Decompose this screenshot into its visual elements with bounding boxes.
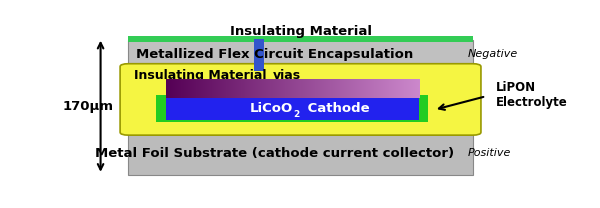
Bar — [128, 131, 473, 175]
Bar — [157, 95, 428, 122]
Text: LiPON
Electrolyte: LiPON Electrolyte — [496, 81, 568, 109]
Text: Cathode: Cathode — [303, 102, 370, 115]
Text: Insulating Material: Insulating Material — [134, 69, 266, 82]
Text: Positive: Positive — [468, 148, 511, 158]
Text: 2: 2 — [293, 110, 300, 119]
FancyBboxPatch shape — [120, 64, 481, 135]
Bar — [166, 97, 419, 120]
Text: 170μm: 170μm — [62, 100, 113, 113]
Bar — [128, 36, 473, 42]
Text: LiCoO: LiCoO — [250, 102, 293, 115]
Text: Metallized Flex Circuit Encapsulation: Metallized Flex Circuit Encapsulation — [136, 48, 413, 61]
Text: Li Metal Anode: Li Metal Anode — [236, 82, 349, 95]
Bar — [166, 79, 419, 98]
Bar — [128, 40, 473, 68]
Bar — [254, 39, 264, 71]
Text: Insulating Material: Insulating Material — [230, 25, 371, 38]
Text: Negative: Negative — [468, 49, 518, 59]
Text: Metal Foil Substrate (cathode current collector): Metal Foil Substrate (cathode current co… — [95, 147, 455, 160]
Text: vias: vias — [272, 69, 301, 82]
